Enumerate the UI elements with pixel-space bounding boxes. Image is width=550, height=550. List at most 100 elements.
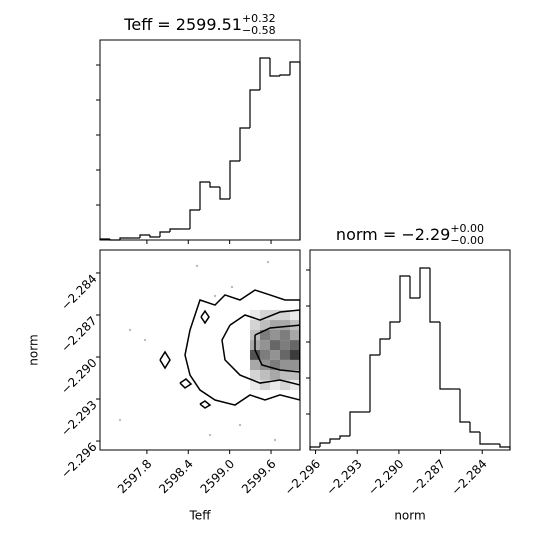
contour bbox=[200, 309, 210, 325]
x-tick-label: −2.287 bbox=[407, 457, 448, 498]
density-cell bbox=[290, 359, 300, 371]
density-cell bbox=[280, 359, 290, 371]
density-cell bbox=[260, 370, 270, 380]
density-cell bbox=[270, 340, 280, 350]
title-sup: +0.32 bbox=[242, 12, 276, 25]
density-cell bbox=[290, 329, 300, 341]
density-cell bbox=[280, 370, 290, 380]
density-cell bbox=[290, 370, 300, 380]
title-sub: −0.00 bbox=[450, 234, 484, 247]
hist-step bbox=[199, 181, 210, 210]
hist-step bbox=[209, 182, 220, 188]
density-cell bbox=[290, 379, 300, 391]
hist-step bbox=[319, 442, 330, 447]
hist-step bbox=[139, 234, 150, 238]
density-cell bbox=[260, 320, 270, 330]
sample-point bbox=[238, 423, 242, 427]
sample-point bbox=[273, 438, 277, 442]
density-cell bbox=[260, 359, 270, 371]
hist-step bbox=[479, 432, 490, 445]
hist-step bbox=[219, 187, 230, 200]
hist-step bbox=[269, 58, 280, 77]
hist-step bbox=[159, 231, 170, 237]
panel-title: norm = −2.29+0.00 −0.00 bbox=[336, 222, 484, 247]
hist-step bbox=[149, 235, 160, 238]
hist-step bbox=[379, 338, 390, 355]
title-main: Teff = 2599.51 bbox=[123, 15, 242, 34]
hist-step bbox=[409, 276, 420, 299]
y-tick-label: −2.293 bbox=[58, 398, 99, 439]
x-tick-label: −2.296 bbox=[282, 457, 323, 498]
hist-step bbox=[229, 160, 240, 199]
density-cell bbox=[260, 309, 270, 321]
density-cell bbox=[250, 359, 260, 371]
x-tick-label: 2599.6 bbox=[239, 457, 279, 497]
hist-step bbox=[329, 438, 340, 443]
hist-step bbox=[339, 435, 350, 439]
x-axis-label: Teff bbox=[189, 509, 212, 523]
sample-point bbox=[230, 285, 234, 289]
y-axis-label: norm bbox=[27, 334, 41, 365]
density-cell bbox=[290, 309, 300, 321]
contour bbox=[254, 324, 300, 373]
sample-point bbox=[266, 260, 270, 264]
sample-point bbox=[143, 338, 147, 342]
hist-step bbox=[369, 354, 380, 412]
density-cell bbox=[250, 379, 260, 391]
density-cell bbox=[250, 320, 260, 330]
hist-step bbox=[349, 411, 360, 436]
density-cell bbox=[260, 340, 270, 350]
density-cell bbox=[270, 329, 280, 341]
hist-step bbox=[289, 61, 301, 240]
hist-step bbox=[279, 74, 290, 76]
hist-step bbox=[239, 127, 250, 161]
title-sup: +0.00 bbox=[450, 222, 484, 235]
hist-step bbox=[469, 422, 480, 433]
panel-frame bbox=[309, 249, 511, 451]
hist-step bbox=[189, 209, 200, 229]
contour bbox=[184, 289, 300, 406]
density-cell bbox=[250, 370, 260, 380]
x-tick-label: −2.293 bbox=[324, 457, 365, 498]
density-cell bbox=[270, 309, 280, 321]
density-cell bbox=[280, 379, 290, 391]
y-tick-label: −2.290 bbox=[58, 356, 99, 397]
density-cell bbox=[280, 350, 290, 360]
contour bbox=[199, 400, 212, 409]
density-cell bbox=[280, 329, 290, 341]
panel-frame bbox=[99, 39, 301, 241]
density-cell bbox=[280, 340, 290, 350]
density-cell bbox=[280, 309, 290, 321]
density-cell bbox=[270, 379, 280, 391]
hist-step bbox=[399, 275, 410, 322]
hist-step bbox=[259, 57, 270, 90]
hist-step bbox=[249, 89, 260, 128]
x-tick-label: 2597.8 bbox=[115, 457, 155, 497]
density-cell bbox=[270, 350, 280, 360]
density-cell bbox=[280, 320, 290, 330]
hist-step bbox=[459, 389, 470, 423]
density-cell bbox=[290, 350, 300, 360]
hist-step bbox=[419, 267, 430, 298]
x-axis-label: norm bbox=[394, 509, 425, 523]
sample-point bbox=[128, 328, 132, 332]
x-tick-label: 2599.0 bbox=[198, 457, 238, 497]
contour bbox=[159, 350, 171, 370]
y-tick-label: −2.296 bbox=[58, 440, 99, 481]
density-cell bbox=[290, 340, 300, 350]
hist-step bbox=[439, 322, 450, 390]
density-cell bbox=[250, 350, 260, 360]
sample-point bbox=[118, 418, 122, 422]
density-cell bbox=[270, 370, 280, 380]
sample-point bbox=[213, 294, 217, 298]
density-cell bbox=[260, 379, 270, 391]
y-tick-label: −2.287 bbox=[58, 314, 99, 355]
density-cell bbox=[260, 350, 270, 360]
hist-step bbox=[499, 444, 511, 450]
density-cell bbox=[270, 320, 280, 330]
contour bbox=[221, 309, 300, 386]
density-cell bbox=[270, 359, 280, 371]
x-tick-label: −2.290 bbox=[365, 457, 406, 498]
x-tick-label: 2598.4 bbox=[156, 457, 196, 497]
